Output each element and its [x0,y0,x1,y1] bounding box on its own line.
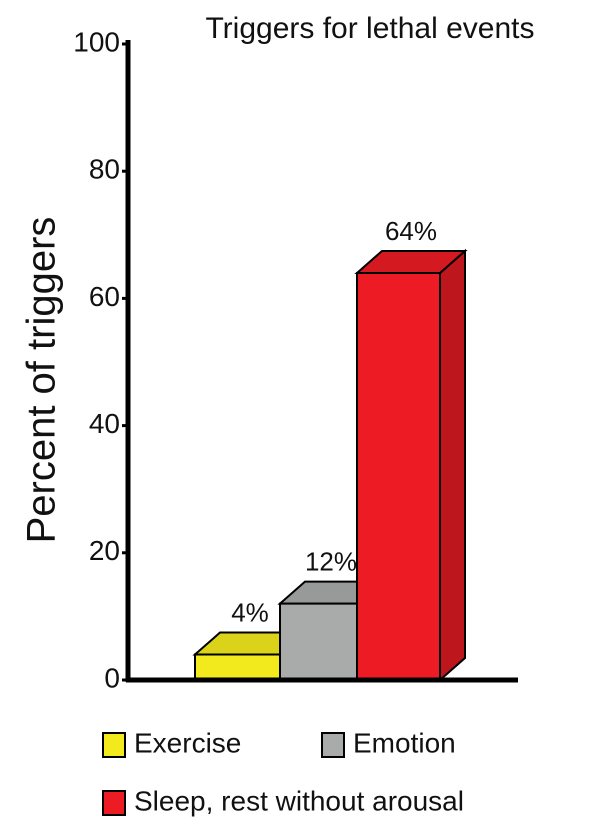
legend-swatch [321,732,345,758]
y-tick-label: 0 [104,662,120,693]
chart-title: Triggers for lethal events [205,12,534,45]
y-axis-label: Percent of triggers [20,217,64,544]
y-tick-label: 100 [73,26,120,57]
bar-face [279,602,358,681]
legend-swatch [102,790,126,816]
value-label: 4% [231,597,269,627]
bar-face [194,653,281,681]
y-tick-label: 80 [89,154,120,185]
legend-label: Sleep, rest without arousal [134,785,464,816]
y-tick-label: 60 [89,281,120,312]
value-label: 12% [305,547,357,577]
bar-face [356,271,441,681]
legend-label: Exercise [134,727,241,758]
bar-face [439,248,466,683]
y-tick-label: 40 [89,408,120,439]
value-label: 64% [385,216,437,246]
legend-label: Emotion [353,727,456,758]
legend-swatch [102,732,126,758]
y-tick-label: 20 [89,535,120,566]
bar [354,248,468,683]
